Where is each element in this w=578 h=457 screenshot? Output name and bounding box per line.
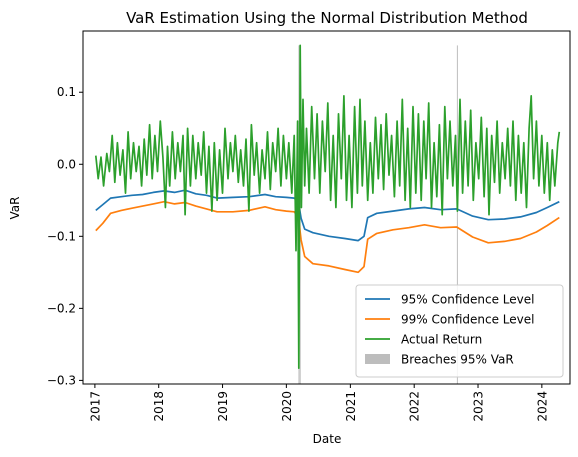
x-tick-label-4: 2021 — [344, 391, 358, 422]
y-tick-label-1: 0.0 — [57, 157, 76, 171]
y-tick-label-2: −0.1 — [47, 229, 76, 243]
x-tick-label-6: 2023 — [472, 391, 486, 422]
series-line-1 — [95, 200, 560, 274]
series-line-2 — [94, 44, 561, 370]
x-tick-label-1: 2018 — [152, 391, 166, 422]
x-tick-label-2: 2019 — [216, 391, 230, 422]
x-tick-label-0: 2017 — [88, 391, 102, 422]
y-axis-label: VaR — [8, 197, 22, 220]
y-tick-label-3: −0.2 — [47, 301, 76, 315]
y-tick-label-4: −0.3 — [47, 373, 76, 387]
breach-bar-2 — [456, 45, 458, 384]
series-layer — [94, 44, 561, 370]
legend-label-3: Breaches 95% VaR — [401, 353, 514, 367]
chart-title: VaR Estimation Using the Normal Distribu… — [126, 9, 528, 27]
legend-swatch-3 — [365, 354, 390, 364]
x-axis-label: Date — [313, 432, 342, 446]
series-line-0 — [95, 189, 560, 242]
legend-label-0: 95% Confidence Level — [401, 293, 534, 307]
plot-frame — [82, 30, 571, 385]
y-axis: 0.1 0.0 −0.1 −0.2 −0.3 — [47, 85, 83, 387]
legend-label-2: Actual Return — [401, 333, 482, 347]
x-tick-label-5: 2022 — [408, 391, 422, 422]
x-axis: 2017 2018 2019 2020 2021 2022 2023 2024 — [88, 384, 549, 422]
y-tick-label-0: 0.1 — [57, 85, 76, 99]
legend: 95% Confidence Level 99% Confidence Level… — [355, 284, 564, 378]
x-tick-label-3: 2020 — [280, 391, 294, 422]
x-tick-label-7: 2024 — [535, 391, 549, 422]
legend-label-1: 99% Confidence Level — [401, 313, 534, 327]
legend-box — [355, 284, 564, 378]
